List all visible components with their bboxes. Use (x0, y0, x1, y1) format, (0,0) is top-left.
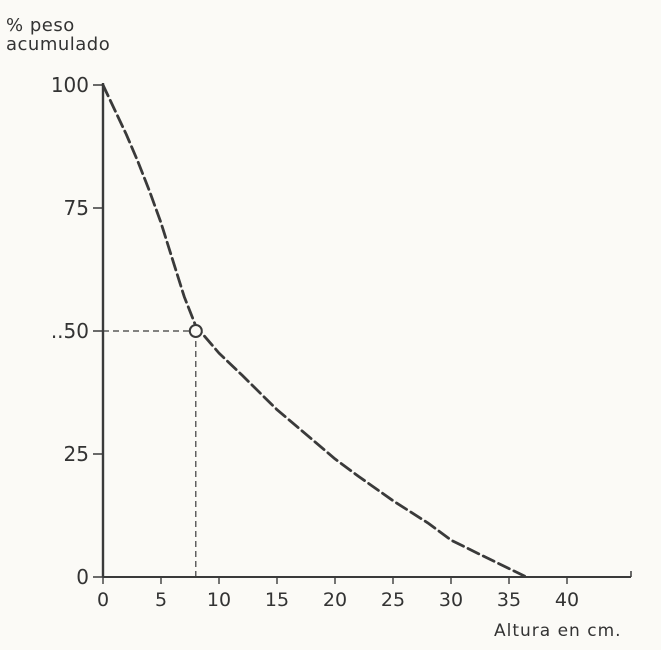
x-tick-label: 15 (265, 589, 289, 611)
x-tick-label: 35 (497, 589, 521, 611)
x-tick-label: 30 (439, 589, 463, 611)
y-tick-label: 0 (76, 565, 89, 589)
y-axis-title-line-2: acumulado (6, 34, 111, 55)
y-axis-title: % peso acumulado (6, 16, 110, 54)
x-tick-label: 25 (381, 589, 405, 611)
x-tick-label: 10 (207, 589, 231, 611)
x-tick-label: 5 (155, 589, 167, 611)
y-axis-title-line-1: % peso (6, 15, 75, 36)
x-axis-title: Altura en cm. (494, 621, 622, 641)
x-tick-label: 40 (555, 589, 579, 611)
y-tick-label: 25 (64, 442, 89, 466)
marked-point (188, 324, 203, 338)
x-tick-label: 20 (323, 589, 347, 611)
y-tick-label: 100 (51, 73, 89, 97)
y-tick-label: ..50 (51, 319, 89, 343)
series-line (101, 83, 528, 579)
x-tick-label: 0 (97, 589, 109, 611)
y-tick-label: 75 (64, 196, 89, 220)
